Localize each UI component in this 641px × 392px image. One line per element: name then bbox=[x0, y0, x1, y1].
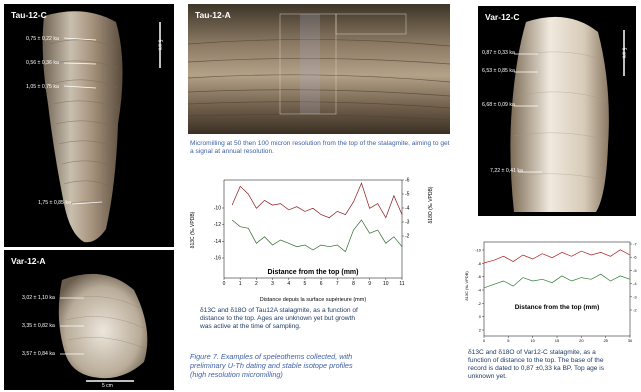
c2-y-right-tick-label: -2 bbox=[633, 308, 637, 313]
chart1-y-left-label: δ13C (‰ VPDB) bbox=[190, 211, 196, 248]
c1-x-tick-label: 0 bbox=[223, 281, 226, 287]
c2-x-tick-label: 25 bbox=[603, 338, 608, 343]
c2-series-line-0 bbox=[483, 249, 631, 264]
c2-y-right-tick-label: -5 bbox=[633, 268, 637, 273]
c1-y-right-tick-label: -4 bbox=[405, 206, 410, 212]
c2-y-right-tick-label: -3 bbox=[633, 294, 637, 299]
figure-caption-line-2: preliminary U-Th dating and stable isoto… bbox=[190, 361, 353, 370]
c1-x-tick-label: 8 bbox=[352, 281, 355, 287]
var-profile-caption-line-2: function of distance to the top. The bas… bbox=[468, 357, 604, 364]
var12c-age-3: 6,68 ± 0,09 ka bbox=[482, 102, 515, 108]
var12a-scale-label: 5 cm bbox=[102, 383, 113, 389]
c1-x-tick-label: 3 bbox=[271, 281, 274, 287]
tau12c-scale-label: 5 cm bbox=[156, 39, 163, 51]
c2-y-left-tick-label: -10 bbox=[475, 248, 482, 253]
var12c-stalagmite-image bbox=[510, 16, 625, 213]
c1-x-tick-label: 1 bbox=[239, 281, 242, 287]
c1-y-right-tick-label: -5 bbox=[405, 192, 410, 198]
chart2-y-left-label: δ13C (‰ VPDB) bbox=[464, 271, 469, 301]
c2-x-tick-label: 0 bbox=[483, 338, 486, 343]
c1-y-left-tick-label: -14 bbox=[214, 239, 221, 245]
c1-x-tick-label: 11 bbox=[399, 281, 404, 287]
var12a-photo-panel: Var-12-A 3,02 ± 1,10 ka 3,35 ± 0,82 ka 3… bbox=[4, 250, 174, 390]
var12a-stalagmite-image bbox=[58, 273, 148, 382]
tau12c-photo-panel: Tau-12-C 5 cm 0,75 ± 0,22 ka 0,56 ± 0,36… bbox=[4, 4, 174, 247]
var12a-age-1: 3,02 ± 1,10 ka bbox=[22, 295, 55, 301]
c2-y-right-tick-label: -6 bbox=[633, 255, 637, 260]
c2-y-left-tick-label: -8 bbox=[477, 261, 481, 266]
c2-x-tick-label: 10 bbox=[530, 338, 535, 343]
var-profile-caption-line-4: unknown yet. bbox=[468, 373, 507, 380]
tau-profile-caption-line-1: δ13C and δ18O of Tau12A stalagmite, as a… bbox=[200, 307, 358, 314]
var12a-age-3: 3,57 ± 0,84 ka bbox=[22, 351, 55, 357]
tau-profile-caption-line-2: distance to the top. Ages are unknown ye… bbox=[200, 315, 356, 322]
micromilling-caption: Micromilling at 50 then 100 micron resol… bbox=[190, 140, 450, 155]
var12c-age-4: 7,22 ± 0,41 ka bbox=[490, 168, 523, 174]
chart1-x-label: Distance depuis la surface supérieure (m… bbox=[260, 297, 367, 303]
c2-y-left-tick-label: -2 bbox=[477, 301, 481, 306]
c2-x-tick-label: 5 bbox=[507, 338, 510, 343]
chart1-inner-title: Distance from the top (mm) bbox=[267, 269, 358, 276]
var-profile-caption-line-3: record is dated to 0,87 ±0,33 ka BP. Top… bbox=[468, 365, 605, 372]
c1-y-right-tick-label: -2 bbox=[405, 234, 410, 240]
figure-caption-line-1: Figure 7. Examples of speleothems collec… bbox=[190, 352, 353, 361]
c1-x-tick-label: 10 bbox=[383, 281, 389, 287]
tau12a-isotope-chart: 0 1 2 3 4 5 6 7 8 9 10 11 -10 -12 -14 -16 -6 -5 -4 -3 -2 D… bbox=[190, 178, 434, 304]
tau12c-age-1: 0,75 ± 0,22 ka bbox=[26, 36, 59, 42]
var12c-isotope-chart: 0 5 10 15 20 25 30 -10-8-6-4-202 -7-6-5-4-3-2 … bbox=[464, 241, 637, 344]
c1-x-tick-label: 9 bbox=[368, 281, 371, 287]
chart1-plot-area bbox=[223, 179, 403, 279]
c2-y-left-tick-label: 0 bbox=[479, 314, 482, 319]
c2-y-left-tick-label: -4 bbox=[477, 288, 481, 293]
var12a-title: Var-12-A bbox=[11, 256, 46, 266]
c1-x-tick-label: 5 bbox=[304, 281, 307, 287]
c2-series-line-1 bbox=[483, 273, 631, 289]
figure-caption-line-3: (high resolution micromilling) bbox=[190, 370, 283, 379]
tau-profile-caption-line-3: was active at the time of sampling. bbox=[200, 323, 301, 330]
chart2-inner-title: Distance from the top (mm) bbox=[515, 304, 600, 311]
c1-series-line-1 bbox=[231, 219, 403, 253]
var12c-scale-label: 5 cm bbox=[620, 47, 627, 59]
c1-x-tick-label: 4 bbox=[287, 281, 290, 287]
c1-series-line-0 bbox=[231, 182, 403, 219]
tau12c-title: Tau-12-C bbox=[11, 10, 47, 20]
c2-y-right-tick-label: -7 bbox=[633, 242, 637, 247]
var12c-title: Var-12-C bbox=[485, 12, 520, 22]
tau12a-section-image bbox=[188, 4, 450, 134]
tau12c-age-2: 0,56 ± 0,36 ka bbox=[26, 60, 59, 66]
c1-x-tick-label: 2 bbox=[255, 281, 258, 287]
c2-x-tick-label: 20 bbox=[579, 338, 584, 343]
var12a-age-2: 3,35 ± 0,82 ka bbox=[22, 323, 55, 329]
c2-y-left-tick-label: -6 bbox=[477, 274, 481, 279]
c2-x-tick-label: 15 bbox=[555, 338, 560, 343]
c2-y-left-tick-label: 2 bbox=[479, 328, 482, 333]
c1-x-tick-label: 6 bbox=[320, 281, 323, 287]
chart1-y-right-label: δ18O (‰ VPDB) bbox=[428, 186, 434, 223]
c1-y-right-tick-label: -3 bbox=[405, 220, 410, 226]
c1-y-left-tick-label: -10 bbox=[214, 206, 221, 212]
tau12a-photo-panel: Tau-12-A bbox=[188, 4, 450, 134]
tau12c-stalagmite-image bbox=[42, 11, 161, 243]
tau12c-age-4: 1,75 ± 0,85 ka bbox=[38, 200, 71, 206]
chart2-plot-area bbox=[483, 241, 631, 337]
var12c-photo-panel: Var-12-C 5 cm 0,87 ± 0,33 ka 6,53 ± 0,85… bbox=[478, 6, 636, 216]
c1-y-left-tick-label: -12 bbox=[214, 222, 221, 228]
c2-x-tick-label: 30 bbox=[628, 338, 633, 343]
c1-y-left-tick-label: -16 bbox=[214, 256, 221, 262]
tau12a-title: Tau-12-A bbox=[195, 10, 231, 20]
tau12c-age-3: 1,05 ± 0,75 ka bbox=[26, 84, 59, 90]
var12c-age-2: 6,53 ± 0,85 ka bbox=[482, 68, 515, 74]
c2-y-right-tick-label: -4 bbox=[633, 281, 637, 286]
var12c-age-1: 0,87 ± 0,33 ka bbox=[482, 50, 515, 56]
var-profile-caption-line-1: δ13C and δ18O of Var12-C stalagmite, as … bbox=[468, 349, 596, 356]
c1-y-right-tick-label: -6 bbox=[405, 178, 410, 184]
c1-x-tick-label: 7 bbox=[336, 281, 339, 287]
